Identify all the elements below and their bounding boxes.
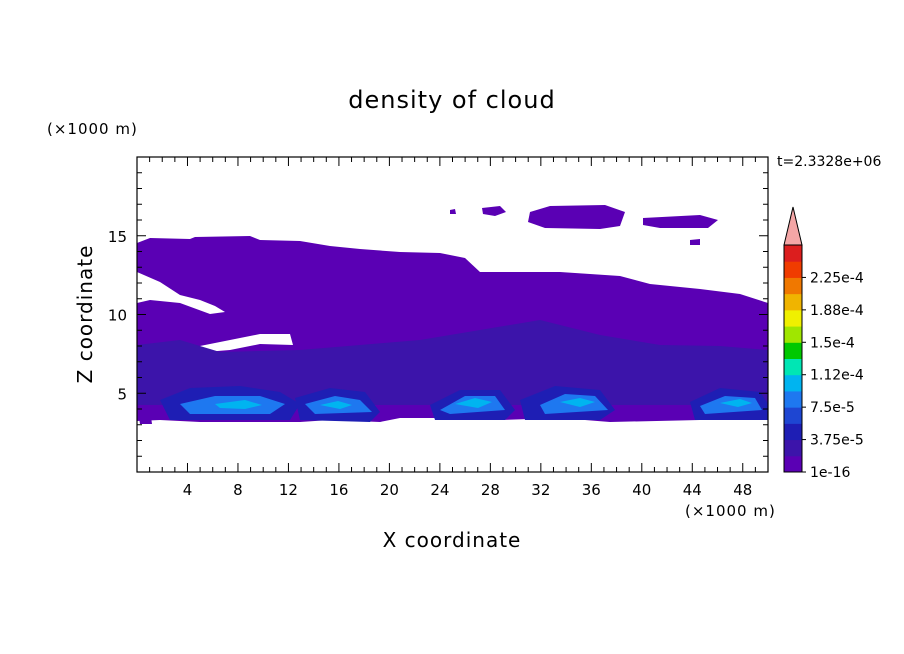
x-unit-label: (×1000 m) bbox=[685, 502, 776, 520]
colorbar-swatch bbox=[784, 455, 802, 473]
colorbar-swatch bbox=[784, 342, 802, 359]
colorbar-swatch bbox=[784, 439, 802, 457]
colorbar-swatch bbox=[784, 358, 802, 376]
core-2-inner bbox=[320, 401, 352, 409]
x-tick-label: 4 bbox=[183, 481, 193, 499]
colorbar-swatch bbox=[784, 374, 802, 392]
x-tick-label: 28 bbox=[481, 481, 500, 499]
colorbar-swatch bbox=[784, 390, 802, 408]
colorbar-label: 3.75e-5 bbox=[810, 433, 864, 449]
x-tick-label: 48 bbox=[733, 481, 752, 499]
dense-cores bbox=[160, 386, 768, 422]
cloud-patch-high-5 bbox=[690, 239, 700, 245]
colorbar-label: 1e-16 bbox=[810, 465, 850, 481]
x-tick-label: 40 bbox=[632, 481, 651, 499]
colorbar-frame bbox=[783, 244, 803, 473]
y-tick-label: 15 bbox=[108, 228, 127, 246]
colorbar-swatch bbox=[784, 261, 802, 278]
contour-field bbox=[137, 205, 768, 424]
y-axis-label: Z coordinate bbox=[73, 245, 97, 384]
x-tick-label: 32 bbox=[531, 481, 550, 499]
colorbar-label: 1.12e-4 bbox=[810, 368, 864, 384]
clear-gap-left bbox=[137, 272, 225, 314]
y-axis-ticks: 5 10 15 bbox=[108, 172, 768, 457]
cloud-patch-high-4 bbox=[450, 209, 456, 214]
colorbar-label: 7.5e-5 bbox=[810, 400, 855, 416]
colorbar-label: 2.25e-4 bbox=[810, 270, 864, 286]
x-tick-label: 12 bbox=[279, 481, 298, 499]
y-unit-label: (×1000 m) bbox=[47, 120, 138, 138]
colorbar-swatch bbox=[784, 293, 802, 311]
x-tick-label: 44 bbox=[683, 481, 702, 499]
x-tick-label: 24 bbox=[430, 481, 449, 499]
core-4-inner bbox=[560, 398, 595, 407]
colorbar-label: 1.5e-4 bbox=[810, 335, 855, 351]
colorbar-swatch bbox=[784, 407, 802, 424]
x-tick-label: 36 bbox=[582, 481, 601, 499]
x-tick-label: 20 bbox=[380, 481, 399, 499]
core-1-inner bbox=[215, 400, 262, 409]
cloud-patch-high-2 bbox=[643, 215, 718, 228]
colorbar-extend-triangle bbox=[783, 206, 803, 246]
clear-gap-mid bbox=[200, 334, 293, 352]
colorbar-swatch bbox=[784, 277, 802, 295]
colorbar-swatch bbox=[784, 245, 802, 262]
colorbar-label: 1.88e-4 bbox=[810, 303, 864, 319]
time-label: t=2.3328e+06 bbox=[777, 154, 882, 170]
x-tick-label: 8 bbox=[233, 481, 243, 499]
y-tick-label: 10 bbox=[108, 307, 127, 325]
colorbar: 1e-16 3.75e-5 7.5e-5 1.12e-4 1.5e-4 1.88e-4 2.… bbox=[783, 206, 864, 481]
chart-title: density of cloud bbox=[348, 86, 556, 114]
cloud-patch-high-1 bbox=[528, 205, 625, 229]
core-3-inner bbox=[455, 398, 492, 408]
core-5-inner bbox=[720, 399, 752, 407]
clear-gap-right bbox=[740, 236, 768, 272]
x-tick-label: 16 bbox=[329, 481, 348, 499]
cloud-patch-high-3 bbox=[482, 206, 506, 216]
cloud-band-mid bbox=[137, 320, 768, 405]
y-tick-label: 5 bbox=[117, 385, 127, 403]
colorbar-swatch bbox=[784, 326, 802, 343]
x-axis-label: X coordinate bbox=[383, 528, 522, 552]
colorbar-swatch bbox=[784, 423, 802, 441]
x-axis-ticks: 4 8 12 16 20 24 28 32 36 40 44 48 bbox=[149, 157, 756, 499]
colorbar-swatch bbox=[784, 309, 802, 327]
